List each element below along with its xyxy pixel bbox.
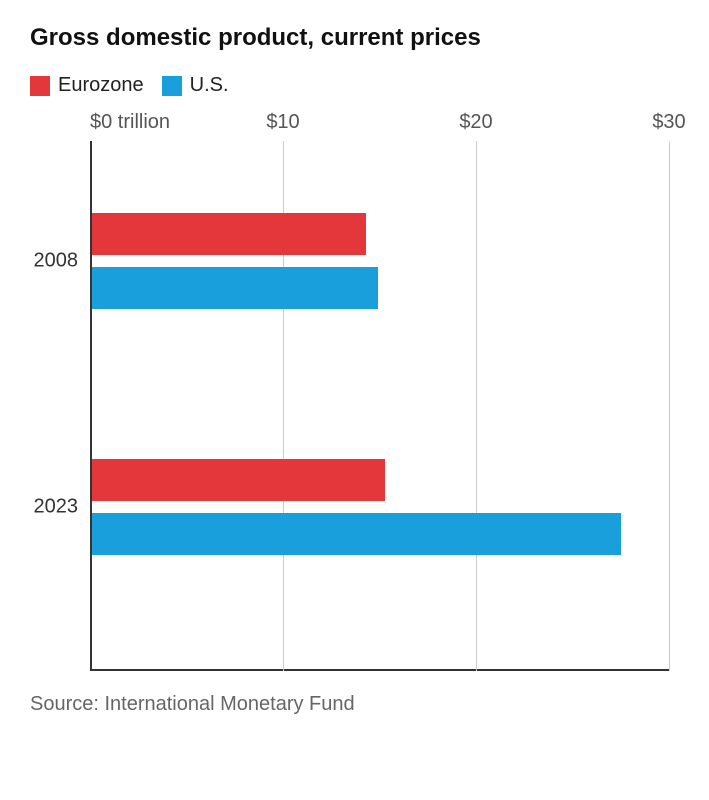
- bar-2023-us: [92, 513, 621, 555]
- gridline: [90, 141, 91, 671]
- bar-2008-us: [92, 267, 378, 309]
- bar-2023-eurozone: [92, 459, 385, 501]
- legend-label-eurozone: Eurozone: [58, 74, 144, 97]
- legend-label-us: U.S.: [190, 74, 229, 97]
- bar-2008-eurozone: [92, 213, 366, 255]
- x-axis-line: [90, 669, 669, 671]
- legend-item-eurozone: Eurozone: [30, 74, 144, 97]
- gridline: [476, 141, 477, 671]
- gridline: [669, 141, 670, 671]
- legend-swatch-eurozone: [30, 76, 50, 96]
- x-axis-label: $0 trillion: [90, 111, 170, 134]
- chart-title: Gross domestic product, current prices: [30, 24, 679, 52]
- y-axis-label: 2008: [34, 250, 91, 273]
- chart-source: Source: International Monetary Fund: [30, 693, 679, 716]
- plot-area: $0 trillion$10$20$3020082023: [90, 111, 669, 671]
- x-axis-label: $10: [266, 111, 299, 134]
- x-axis-label: $20: [459, 111, 492, 134]
- gdp-chart: Gross domestic product, current prices E…: [0, 0, 709, 736]
- x-axis-label: $30: [652, 111, 685, 134]
- legend-swatch-us: [162, 76, 182, 96]
- y-axis-label: 2023: [34, 496, 91, 519]
- chart-legend: Eurozone U.S.: [30, 74, 679, 97]
- legend-item-us: U.S.: [162, 74, 229, 97]
